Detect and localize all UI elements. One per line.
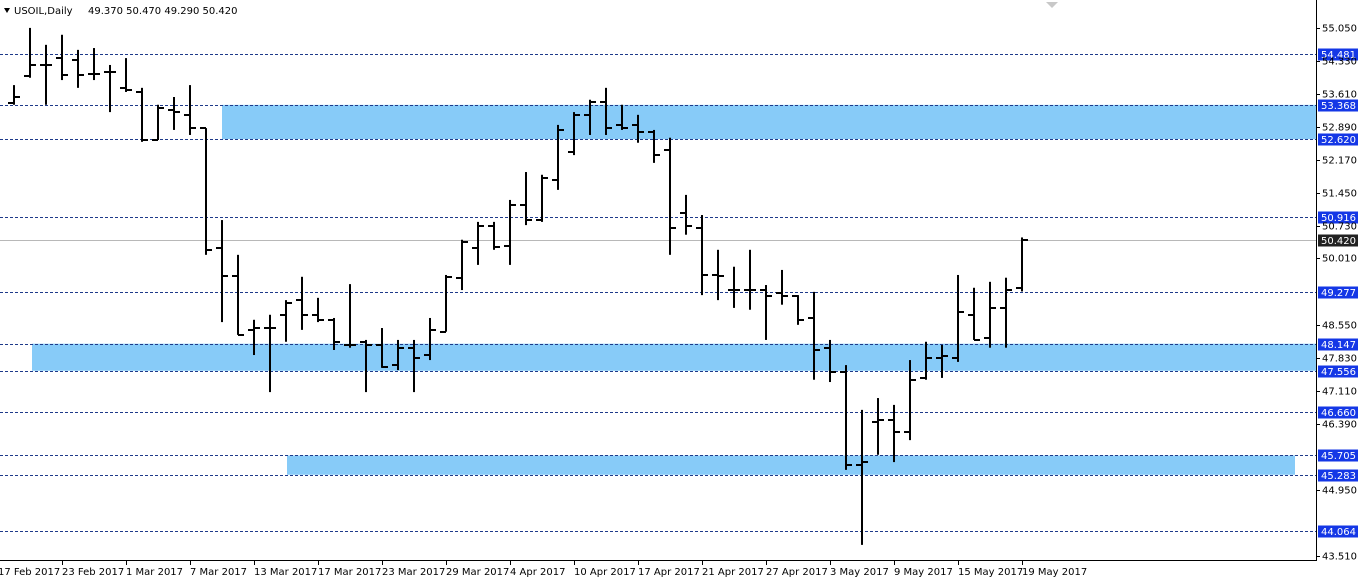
last-price-box: [1318, 234, 1358, 247]
x-tick-label: 17 Feb 2017: [0, 567, 60, 578]
y-tick-label: 48.550: [1322, 321, 1357, 332]
x-tick-label: 10 Apr 2017: [574, 567, 636, 578]
level-label-box: [1318, 211, 1358, 224]
y-tick-label: 50.010: [1322, 254, 1357, 265]
y-tick-label: 51.450: [1322, 189, 1357, 200]
level-label-box: [1318, 469, 1358, 482]
x-tick-label: 21 Apr 2017: [702, 567, 764, 578]
level-label-box: [1318, 48, 1358, 61]
level-label-box: [1318, 406, 1358, 419]
x-tick-label: 23 Mar 2017: [382, 567, 445, 578]
x-tick-label: 27 Apr 2017: [766, 567, 828, 578]
x-tick-label: 4 Apr 2017: [510, 567, 565, 578]
level-label-box: [1318, 525, 1358, 538]
x-tick-label: 7 Mar 2017: [190, 567, 247, 578]
level-label: 48.147: [1321, 340, 1356, 351]
y-tick-label: 47.110: [1322, 387, 1357, 398]
x-tick-label: 23 Feb 2017: [62, 567, 124, 578]
x-tick-label: 13 Mar 2017: [254, 567, 317, 578]
level-label: 53.368: [1321, 101, 1356, 112]
y-tick-label: 53.610: [1322, 90, 1357, 101]
y-tick-label: 46.390: [1322, 420, 1357, 431]
level-label-box: [1318, 449, 1358, 462]
x-tick-label: 17 Mar 2017: [318, 567, 381, 578]
level-label-box: [1318, 365, 1358, 378]
level-label-box: [1318, 286, 1358, 299]
y-tick-label: 55.050: [1322, 24, 1357, 35]
level-label: 54.481: [1321, 50, 1356, 61]
level-label: 52.620: [1321, 135, 1356, 146]
level-label-box: [1318, 133, 1358, 146]
x-tick-label: 15 May 2017: [958, 567, 1023, 578]
y-tick-label: 44.950: [1322, 486, 1357, 497]
level-label-box: [1318, 338, 1358, 351]
y-tick-label: 52.890: [1322, 123, 1357, 134]
level-label: 49.277: [1321, 288, 1356, 299]
level-label-box: [1318, 99, 1358, 112]
scroll-marker: [1046, 2, 1058, 8]
zone: [287, 455, 1295, 475]
zone: [32, 343, 1316, 371]
x-tick-label: 3 May 2017: [830, 567, 889, 578]
level-label: 50.916: [1321, 213, 1356, 224]
level-label: 45.705: [1321, 451, 1356, 462]
y-tick-label: 52.170: [1322, 156, 1357, 167]
level-label: 47.556: [1321, 367, 1356, 378]
menu-arrow[interactable]: [4, 8, 10, 13]
y-tick-label: 50.730: [1322, 222, 1357, 233]
plot-area: [0, 27, 1316, 545]
level-label: 44.064: [1321, 527, 1356, 538]
x-tick-label: 29 Mar 2017: [446, 567, 509, 578]
zone: [222, 104, 1316, 140]
x-tick-label: 1 Mar 2017: [126, 567, 183, 578]
x-tick-label: 17 Apr 2017: [638, 567, 700, 578]
chart-title: USOIL,Daily: [14, 6, 73, 17]
y-tick-label: 54.330: [1322, 57, 1357, 68]
level-label: 46.660: [1321, 408, 1356, 419]
last-price-label: 50.420: [1321, 236, 1356, 247]
y-tick-label: 47.830: [1322, 354, 1357, 365]
level-label: 45.283: [1321, 471, 1356, 482]
ohlc-label: 49.370 50.470 49.290 50.420: [88, 6, 238, 17]
x-tick-label: 9 May 2017: [894, 567, 953, 578]
x-tick-label: 19 May 2017: [1022, 567, 1087, 578]
y-tick-label: 43.510: [1322, 552, 1357, 563]
